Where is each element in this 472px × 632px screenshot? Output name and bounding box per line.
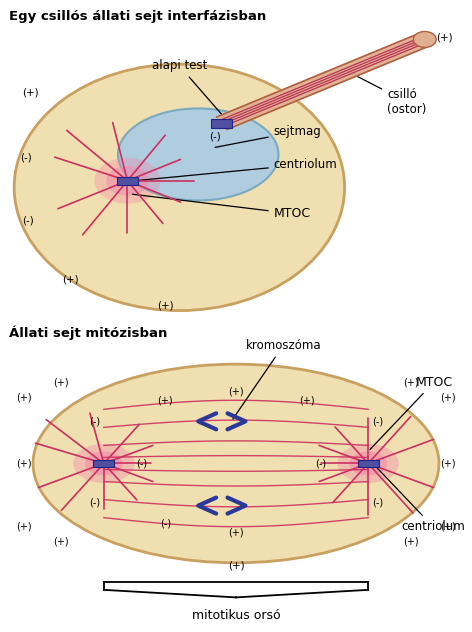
Ellipse shape (118, 109, 278, 200)
Text: (+): (+) (437, 33, 453, 43)
Text: (+): (+) (16, 392, 32, 402)
Text: csilló
(ostor): csilló (ostor) (342, 69, 426, 116)
Ellipse shape (85, 451, 123, 475)
Ellipse shape (337, 444, 399, 483)
Text: (+): (+) (157, 301, 174, 311)
FancyBboxPatch shape (117, 177, 138, 185)
Text: (-): (-) (136, 458, 147, 468)
Text: MTOC: MTOC (133, 194, 311, 220)
Text: (-): (-) (372, 416, 383, 427)
Text: sejtmag: sejtmag (215, 125, 321, 147)
Ellipse shape (33, 364, 439, 562)
Text: (+): (+) (16, 458, 32, 468)
Text: (+): (+) (403, 537, 419, 547)
Ellipse shape (106, 166, 149, 195)
Text: (+): (+) (440, 458, 456, 468)
Text: (+): (+) (157, 395, 173, 405)
Text: (+): (+) (440, 392, 456, 402)
Text: (-): (-) (23, 215, 34, 225)
Text: (+): (+) (403, 377, 419, 387)
Text: (+): (+) (228, 561, 244, 571)
Text: (+): (+) (53, 377, 69, 387)
Text: (+): (+) (440, 521, 456, 532)
Text: (-): (-) (89, 497, 100, 507)
Text: Állati sejt mitózisban: Állati sejt mitózisban (9, 325, 168, 339)
Text: (+): (+) (299, 395, 315, 405)
Text: centriolum: centriolum (375, 466, 465, 533)
Text: (+): (+) (228, 528, 244, 538)
Text: mitotikus orsó: mitotikus orsó (192, 609, 280, 623)
Text: kromoszóma: kromoszóma (233, 339, 321, 419)
Ellipse shape (349, 451, 387, 475)
Polygon shape (217, 33, 430, 130)
Text: (+): (+) (22, 87, 39, 97)
Text: (-): (-) (89, 416, 100, 427)
Text: (-): (-) (209, 131, 220, 142)
Text: (+): (+) (16, 521, 32, 532)
Text: (+): (+) (53, 537, 69, 547)
Text: Egy csillós állati sejt interfázisban: Egy csillós állati sejt interfázisban (9, 10, 267, 23)
Ellipse shape (413, 32, 436, 47)
FancyBboxPatch shape (93, 460, 114, 467)
Text: MTOC: MTOC (370, 375, 453, 449)
Text: alapi test: alapi test (152, 59, 225, 118)
Text: (+): (+) (62, 274, 79, 284)
Text: (+): (+) (228, 386, 244, 396)
Ellipse shape (94, 158, 160, 204)
Ellipse shape (14, 64, 345, 310)
Text: (-): (-) (315, 458, 327, 468)
Ellipse shape (73, 444, 135, 483)
FancyBboxPatch shape (211, 119, 232, 128)
Text: centriolum: centriolum (137, 158, 337, 181)
Text: (-): (-) (160, 519, 171, 528)
Text: (-): (-) (20, 153, 32, 163)
FancyBboxPatch shape (358, 460, 379, 467)
Text: (-): (-) (372, 497, 383, 507)
